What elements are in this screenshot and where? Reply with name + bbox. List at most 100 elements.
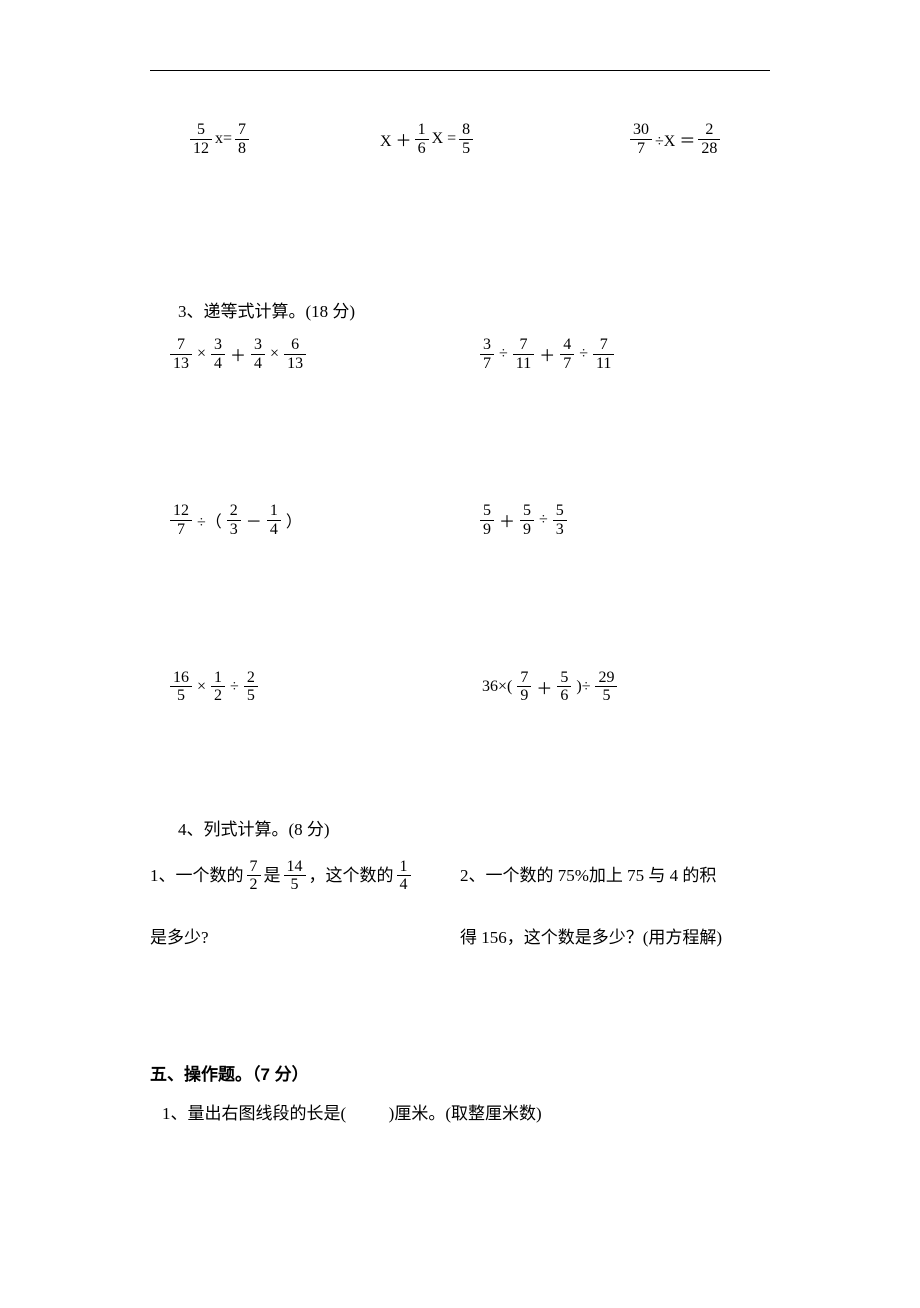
expr-right: 59＋59÷53 [480, 502, 567, 538]
q1-line2: 是多少? [150, 916, 460, 960]
fraction: 713 [170, 336, 192, 372]
fraction: 165 [170, 669, 192, 705]
denominator: 9 [480, 520, 494, 539]
operator: － [244, 508, 264, 532]
numerator: 7 [593, 336, 614, 354]
numerator: 5 [520, 502, 534, 520]
text: 是 [264, 854, 281, 898]
numerator: 7 [517, 669, 531, 687]
fraction: 1 4 [397, 858, 411, 894]
denominator: 6 [415, 139, 429, 158]
equation-3: 30 7 ÷X ＝ 2 28 [630, 121, 720, 157]
page: 5 12 x= 7 8 X ＋ 1 6 X = 8 5 30 7 [0, 0, 920, 1184]
numerator: 2 [698, 121, 720, 139]
denominator: 7 [480, 354, 494, 373]
numerator: 14 [284, 858, 306, 876]
fraction: 711 [513, 336, 534, 372]
denominator: 7 [170, 520, 192, 539]
fraction: 47 [560, 336, 574, 372]
fraction: 5 12 [190, 121, 212, 157]
denominator: 5 [244, 686, 258, 705]
denominator: 5 [170, 686, 192, 705]
section3-title: 3、递等式计算。(18 分) [150, 297, 770, 322]
operator: )÷ [574, 678, 592, 696]
numerator: 3 [480, 336, 494, 354]
fraction: 14 5 [284, 858, 306, 894]
denominator: 13 [170, 354, 192, 373]
fraction: 127 [170, 502, 192, 538]
denominator: 5 [595, 686, 617, 705]
question-2: 2、一个数的 75%加上 75 与 4 的积 得 156，这个数是多少？(用方程… [460, 854, 770, 960]
operator: ＋ [534, 675, 554, 699]
text: X ＋ [380, 127, 412, 151]
text: ，这个数的 [309, 854, 394, 898]
equation-1: 5 12 x= 7 8 [190, 121, 380, 157]
spacer [150, 715, 770, 805]
fraction: 12 [211, 669, 225, 705]
numerator: 5 [480, 502, 494, 520]
numerator: 1 [415, 121, 429, 139]
expr-left: 127÷（23－14） [170, 502, 480, 538]
text: 1、一个数的 [150, 854, 244, 898]
q2-line1: 2、一个数的 75%加上 75 与 4 的积 [460, 854, 770, 898]
fraction: 1 6 [415, 121, 429, 157]
operator: ÷ [537, 511, 550, 529]
fraction: 37 [480, 336, 494, 372]
denominator: 28 [698, 139, 720, 158]
operator: × [268, 345, 281, 363]
fraction: 25 [244, 669, 258, 705]
denominator: 4 [251, 354, 265, 373]
operator: 36×( [480, 678, 514, 696]
denominator: 2 [247, 875, 261, 894]
fraction: 2 28 [698, 121, 720, 157]
text: )厘米。(取整厘米数) [389, 1104, 542, 1123]
numerator: 4 [560, 336, 574, 354]
numerator: 5 [190, 121, 212, 139]
spacer [150, 167, 770, 287]
numerator: 5 [557, 669, 571, 687]
denominator: 5 [459, 139, 473, 158]
operator: × [195, 678, 208, 696]
operator: ＋ [537, 342, 557, 366]
top-rule [150, 70, 770, 71]
calc-row: 165×12÷2536×(79＋56)÷295 [150, 669, 770, 705]
denominator: 13 [284, 354, 306, 373]
denominator: 6 [557, 686, 571, 705]
fraction: 7 2 [247, 858, 261, 894]
fraction: 56 [557, 669, 571, 705]
fraction: 59 [480, 502, 494, 538]
numerator: 8 [459, 121, 473, 139]
fraction: 53 [553, 502, 567, 538]
denominator: 8 [235, 139, 249, 158]
spacer [150, 549, 770, 669]
numerator: 6 [284, 336, 306, 354]
question-1: 1、一个数的 7 2 是 14 5 ，这个数的 1 4 是多少? [150, 854, 460, 960]
fraction: 295 [595, 669, 617, 705]
text: x= [215, 130, 232, 148]
operator: ＋ [497, 508, 517, 532]
spacer [150, 382, 770, 502]
denominator: 11 [593, 354, 614, 373]
operator: ＋ [228, 342, 248, 366]
operator: ÷ [577, 345, 590, 363]
section4-body: 1、一个数的 7 2 是 14 5 ，这个数的 1 4 是多少? 2、一个数的 [150, 854, 770, 960]
spacer [150, 960, 770, 1050]
numerator: 12 [170, 502, 192, 520]
denominator: 2 [211, 686, 225, 705]
fraction: 8 5 [459, 121, 473, 157]
numerator: 7 [247, 858, 261, 876]
calc-row: 713×34＋34×61337÷711＋47÷711 [150, 336, 770, 372]
expr-right: 37÷711＋47÷711 [480, 336, 614, 372]
section3-body: 713×34＋34×61337÷711＋47÷711127÷（23－14）59＋… [150, 336, 770, 805]
text: ÷X ＝ [655, 127, 695, 151]
denominator: 5 [284, 875, 306, 894]
operator: ÷ [228, 678, 241, 696]
numerator: 7 [170, 336, 192, 354]
numerator: 1 [211, 669, 225, 687]
denominator: 9 [517, 686, 531, 705]
fraction: 23 [227, 502, 241, 538]
denominator: 9 [520, 520, 534, 539]
denominator: 3 [227, 520, 241, 539]
denominator: 3 [553, 520, 567, 539]
q1-line1: 1、一个数的 7 2 是 14 5 ，这个数的 1 4 [150, 854, 460, 898]
